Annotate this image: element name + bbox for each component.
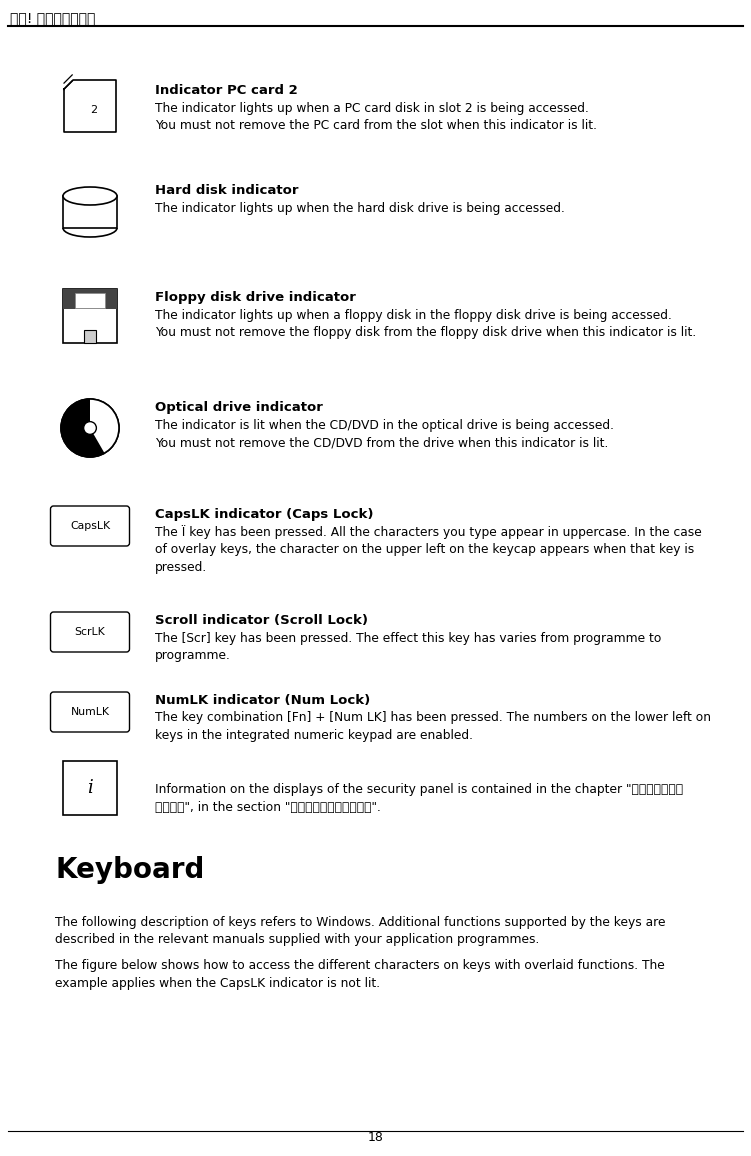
Bar	[63, 761, 117, 815]
Text: You must not remove the PC card from the slot when this indicator is lit.: You must not remove the PC card from the…	[155, 119, 597, 132]
Text: of overlay keys, the character on the upper left on the keycap appears when that: of overlay keys, the character on the up…	[155, 543, 694, 556]
Bar	[63, 197, 117, 228]
Text: 2: 2	[90, 105, 98, 114]
Text: 錯誤! 尚未定義樣式。: 錯誤! 尚未定義樣式。	[10, 12, 95, 25]
Text: i: i	[87, 779, 93, 796]
FancyBboxPatch shape	[50, 612, 129, 652]
Wedge shape	[90, 399, 119, 453]
Ellipse shape	[63, 187, 117, 205]
Bar	[75, 294, 105, 307]
Polygon shape	[64, 80, 116, 132]
Text: The following description of keys refers to Windows. Additional functions suppor: The following description of keys refers…	[55, 916, 665, 929]
Text: The indicator lights up when the hard disk drive is being accessed.: The indicator lights up when the hard di…	[155, 201, 565, 215]
Text: example applies when the CapsLK indicator is not lit.: example applies when the CapsLK indicato…	[55, 977, 380, 990]
Text: ScrLK: ScrLK	[74, 627, 105, 637]
Text: 照來源。", in the section "錯誤！找不到參照來源。".: 照來源。", in the section "錯誤！找不到參照來源。".	[155, 801, 381, 814]
Text: programme.: programme.	[155, 649, 231, 662]
Bar	[84, 329, 96, 343]
Text: Keyboard: Keyboard	[55, 855, 204, 884]
Text: Hard disk indicator: Hard disk indicator	[155, 184, 298, 197]
Text: NumLK: NumLK	[71, 707, 110, 717]
Text: Information on the displays of the security panel is contained in the chapter "錯: Information on the displays of the secur…	[155, 784, 683, 796]
Text: Indicator PC card 2: Indicator PC card 2	[155, 84, 297, 97]
Text: keys in the integrated numeric keypad are enabled.: keys in the integrated numeric keypad ar…	[155, 729, 473, 742]
Text: NumLK indicator (Num Lock): NumLK indicator (Num Lock)	[155, 694, 370, 707]
Bar	[63, 289, 117, 343]
Text: CapsLK: CapsLK	[70, 521, 110, 531]
Text: You must not remove the floppy disk from the floppy disk drive when this indicat: You must not remove the floppy disk from…	[155, 326, 696, 339]
FancyBboxPatch shape	[50, 692, 129, 732]
Text: You must not remove the CD/DVD from the drive when this indicator is lit.: You must not remove the CD/DVD from the …	[155, 436, 608, 449]
Text: The key combination [Fn] + [Num LK] has been pressed. The numbers on the lower l: The key combination [Fn] + [Num LK] has …	[155, 711, 711, 725]
Text: described in the relevant manuals supplied with your application programmes.: described in the relevant manuals suppli…	[55, 934, 539, 947]
Text: The indicator lights up when a PC card disk in slot 2 is being accessed.: The indicator lights up when a PC card d…	[155, 102, 589, 114]
Text: 18: 18	[367, 1131, 384, 1144]
Circle shape	[61, 399, 119, 457]
Text: pressed.: pressed.	[155, 561, 207, 573]
Text: Scroll indicator (Scroll Lock): Scroll indicator (Scroll Lock)	[155, 614, 368, 627]
Text: The [Scr] key has been pressed. The effect this key has varies from programme to: The [Scr] key has been pressed. The effe…	[155, 631, 662, 645]
Text: Optical drive indicator: Optical drive indicator	[155, 401, 323, 414]
Text: The indicator lights up when a floppy disk in the floppy disk drive is being acc: The indicator lights up when a floppy di…	[155, 309, 672, 321]
Text: The indicator is lit when the CD/DVD in the optical drive is being accessed.: The indicator is lit when the CD/DVD in …	[155, 418, 614, 431]
Text: The Ï key has been pressed. All the characters you type appear in uppercase. In : The Ï key has been pressed. All the char…	[155, 526, 701, 540]
FancyBboxPatch shape	[50, 506, 129, 546]
Bar	[63, 289, 117, 310]
Circle shape	[83, 422, 96, 435]
Text: CapsLK indicator (Caps Lock): CapsLK indicator (Caps Lock)	[155, 507, 373, 521]
Text: Floppy disk drive indicator: Floppy disk drive indicator	[155, 291, 356, 304]
Text: The figure below shows how to access the different characters on keys with overl: The figure below shows how to access the…	[55, 959, 665, 972]
